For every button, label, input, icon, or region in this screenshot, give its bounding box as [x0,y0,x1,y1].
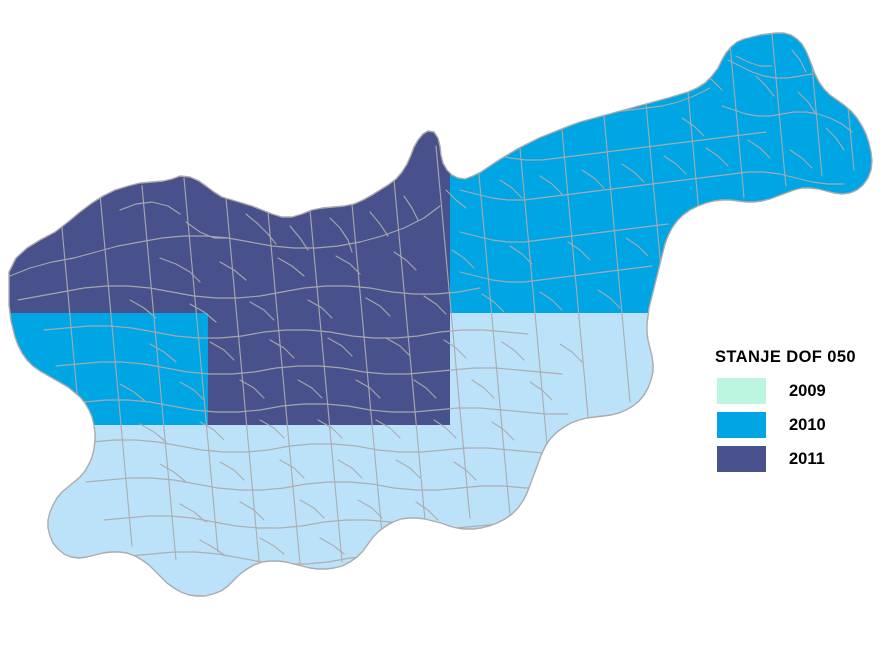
legend-item-2009[interactable]: 2009 [713,376,885,406]
legend-swatch-2011 [717,446,766,472]
legend-label-2011: 2011 [789,450,825,468]
country-outline [8,32,873,597]
legend-item-2010[interactable]: 2010 [713,410,885,440]
zone-2010-northeast [450,33,872,313]
legend-item-2011[interactable]: 2011 [713,444,885,474]
legend-swatch-2010 [717,412,766,438]
map-legend: STANJE DOF 050 2009 2010 2011 [713,348,885,478]
municipality-borders [9,33,855,571]
legend-label-2010: 2010 [789,416,826,434]
legend-title: STANJE DOF 050 [715,348,856,366]
legend-label-2009: 2009 [789,382,826,400]
zone-2010-west [9,313,208,425]
legend-swatch-2009 [717,378,766,404]
